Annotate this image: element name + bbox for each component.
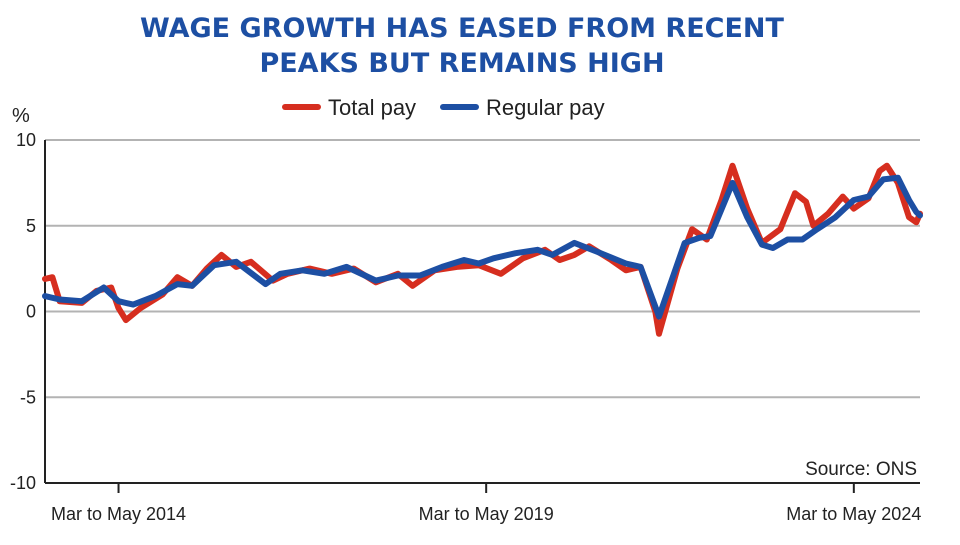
- gridlines: [45, 139, 920, 399]
- y-tick-label: 10: [16, 130, 36, 150]
- x-tick-label: Mar to May 2014: [51, 504, 186, 524]
- legend: Total pay Regular pay: [282, 95, 605, 120]
- series-line-total-pay: [42, 162, 923, 337]
- y-tick-label: 0: [26, 302, 36, 322]
- series-line-regular-pay: [42, 174, 923, 320]
- y-tick-label: -10: [10, 473, 36, 493]
- y-axis-unit: %: [12, 105, 30, 127]
- x-tick-label: Mar to May 2019: [419, 504, 554, 524]
- legend-label-regular-pay: Regular pay: [486, 95, 605, 120]
- x-axis-ticks: Mar to May 2014 Mar to May 2019 Mar to May…: [51, 483, 921, 524]
- y-tick-label: 5: [26, 216, 36, 236]
- y-tick-label: -5: [20, 387, 36, 407]
- source-note: Source: ONS: [805, 459, 917, 480]
- x-tick-label: Mar to May 2024: [786, 504, 921, 524]
- chart-title-line-2: PEAKS BUT REMAINS HIGH: [259, 48, 664, 79]
- legend-label-total-pay: Total pay: [328, 95, 416, 120]
- series-lines: [42, 162, 923, 337]
- y-axis-ticks: 10 5 0 -5 -10: [10, 130, 36, 493]
- axes: [44, 140, 920, 484]
- chart-title-line-1: WAGE GROWTH HAS EASED FROM RECENT: [140, 13, 784, 44]
